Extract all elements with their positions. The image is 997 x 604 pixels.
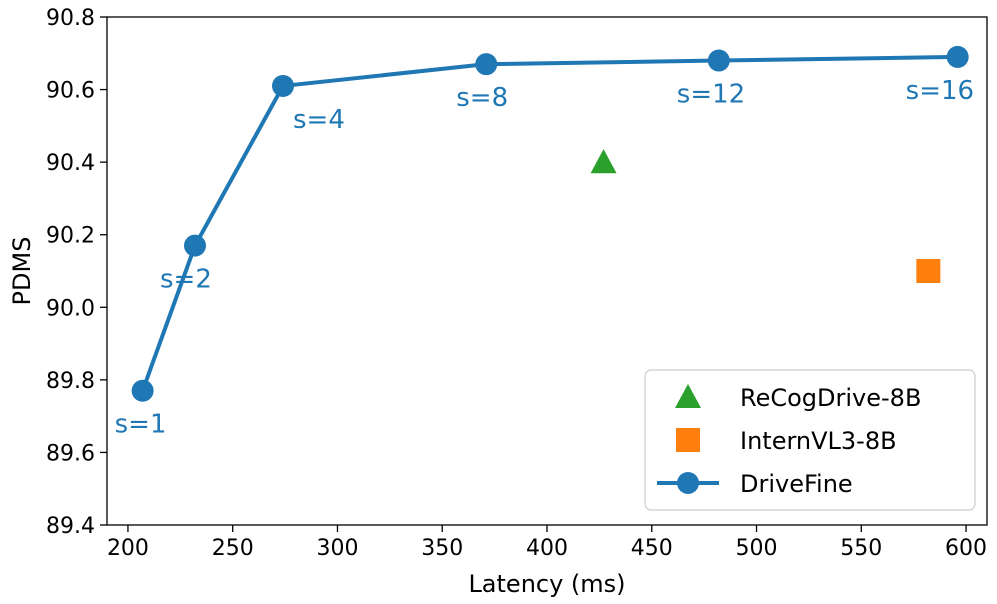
- x-tick-label: 400: [526, 536, 568, 561]
- drivefine-line: [140, 54, 958, 392]
- data-point-circle: [272, 74, 294, 97]
- x-tick-label: 600: [945, 536, 987, 561]
- legend-label: InternVL3-8B: [740, 427, 897, 455]
- x-axis-title: Latency (ms): [468, 570, 625, 598]
- y-axis-title: PDMS: [8, 237, 36, 306]
- x-tick-label: 300: [316, 536, 358, 561]
- legend-triangle-icon: [675, 384, 701, 409]
- legend-item: ReCogDrive-8B: [675, 384, 921, 412]
- y-tick-label: 90.2: [46, 224, 95, 249]
- data-point-circle: [184, 234, 206, 257]
- data-point-triangle: [590, 149, 617, 174]
- legend-box: [644, 369, 976, 511]
- point-label: s=4: [293, 105, 345, 135]
- data-point-circle: [946, 45, 969, 68]
- y-tick-label: 90.6: [46, 79, 95, 104]
- x-tick-label: 250: [212, 536, 254, 561]
- plot-area: s=1 s=2 s=4 s=8 s=12 s=16: [115, 45, 974, 440]
- x-tick-label: 450: [631, 536, 673, 561]
- x-tick-label: 500: [736, 536, 778, 561]
- y-tick-label: 90.4: [46, 151, 95, 176]
- legend-square-icon: [676, 428, 700, 452]
- x-tick-label: 200: [107, 536, 149, 561]
- series-recogdrive-8b: [590, 149, 617, 174]
- point-label: s=12: [677, 80, 745, 110]
- legend-label: DriveFine: [740, 470, 853, 498]
- legend-label: ReCogDrive-8B: [740, 384, 921, 412]
- y-tick-label: 90.8: [46, 6, 95, 31]
- legend-circle-icon: [677, 472, 699, 494]
- point-label: s=2: [160, 265, 212, 295]
- series-drivefine: s=1 s=2 s=4 s=8 s=12 s=16: [115, 45, 974, 440]
- plot-frame: [106, 16, 988, 526]
- point-label: s=8: [456, 83, 508, 113]
- legend-item: InternVL3-8B: [676, 427, 897, 455]
- y-tick-label: 89.6: [46, 441, 95, 466]
- y-tick-label: 90.0: [46, 296, 95, 321]
- legend-item: DriveFine: [657, 470, 853, 498]
- axis-ticks: 200 250 300 350 400 450 500 550 600 89.4 89.6 89.8 9…: [46, 6, 987, 561]
- point-label: s=16: [906, 76, 974, 106]
- x-tick-label: 550: [840, 536, 882, 561]
- y-tick-label: 89.4: [46, 514, 95, 539]
- data-point-circle: [475, 53, 498, 76]
- data-point-square: [916, 259, 941, 283]
- y-tick-label: 89.8: [46, 369, 95, 394]
- data-point-circle: [131, 379, 154, 402]
- point-label: s=1: [115, 410, 167, 440]
- data-point-circle: [707, 49, 730, 72]
- x-tick-label: 350: [421, 536, 463, 561]
- legend: ReCogDrive-8B InternVL3-8B DriveFine: [644, 369, 976, 511]
- series-internvl3-8b: [916, 259, 941, 283]
